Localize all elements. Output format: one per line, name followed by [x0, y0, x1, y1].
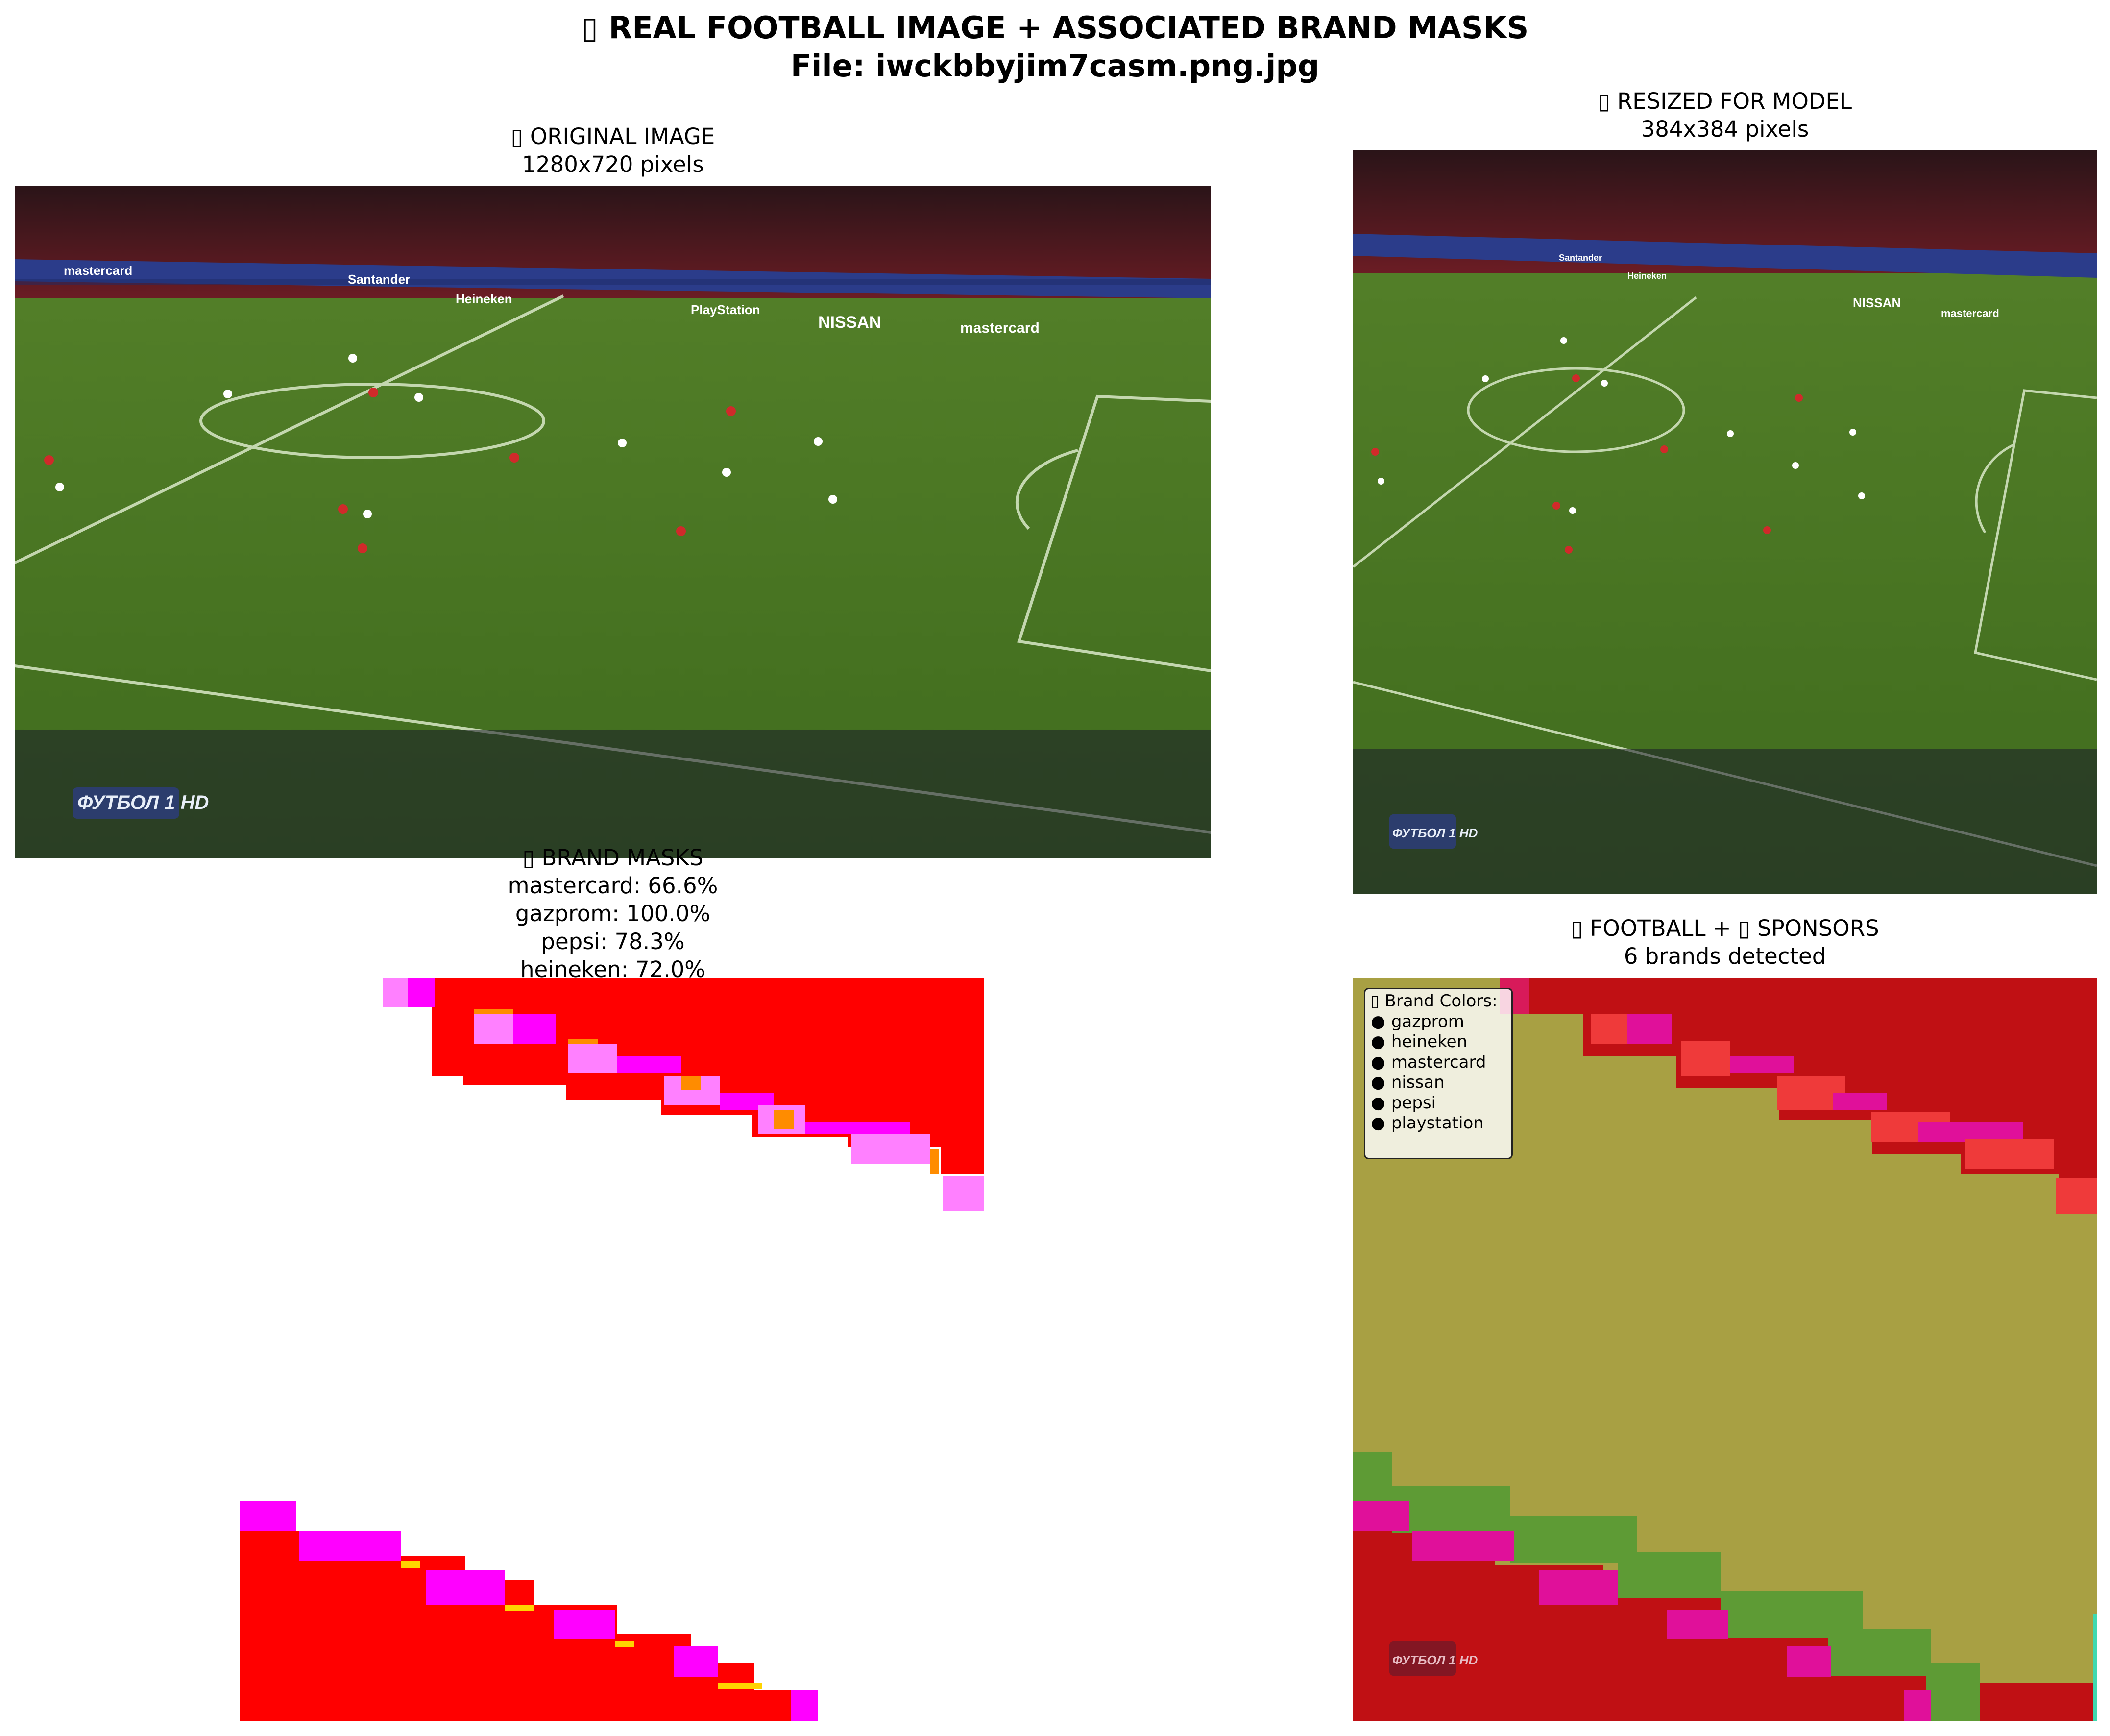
legend-label: gazprom — [1391, 1011, 1464, 1031]
sponsor-board-heineken: Heineken — [456, 292, 512, 306]
brand-mask-stat-mastercard: mastercard: 66.6% — [508, 873, 718, 899]
resized-football-image: Santander Heineken NISSAN mastercard ФУТ… — [1353, 150, 2097, 894]
legend-item-pepsi: ● pepsi — [1370, 1093, 1506, 1114]
legend-item-gazprom: ● gazprom — [1370, 1012, 1506, 1032]
sponsor-board-mastercard-right: mastercard — [960, 320, 1040, 336]
legend-label: nissan — [1391, 1073, 1445, 1092]
football-sponsor-overlay-image: ФУТБОЛ 1 HD — [1353, 978, 2097, 1721]
brand-mask-stat-gazprom: gazprom: 100.0% — [515, 901, 711, 927]
legend-item-mastercard: ● mastercard — [1370, 1052, 1506, 1073]
original-image-subtitle: 1280x720 pixels — [522, 151, 704, 177]
brand-mask-stat-pepsi: pepsi: 78.3% — [541, 929, 685, 954]
sponsor-board-nissan: NISSAN — [818, 313, 881, 332]
sponsor-board-playstation: PlayStation — [691, 302, 760, 317]
resized-sponsor-mastercard: mastercard — [1941, 307, 1999, 319]
legend-label: mastercard — [1391, 1052, 1486, 1072]
legend-bullet-icon: ● — [1371, 1093, 1385, 1113]
legend-bullet-icon: ● — [1371, 1032, 1385, 1051]
overlay-top-region — [1500, 978, 2097, 1214]
bottom-brand-mask-region — [240, 1501, 818, 1721]
figure-subtitle: File: iwckbbyjim7casm.png.jpg — [790, 48, 1320, 84]
brand-colors-legend: ▯ Brand Colors: ● gazprom ● heineken ● m… — [1364, 988, 1513, 1159]
overlay-subtitle: 6 brands detected — [1624, 943, 1826, 969]
legend-title: ▯ Brand Colors: — [1370, 991, 1498, 1011]
legend-bullet-icon: ● — [1371, 1052, 1385, 1072]
resized-sponsor-nissan: NISSAN — [1853, 295, 1901, 310]
resized-sponsor-santander: Santander — [1559, 253, 1602, 263]
legend-bullet-icon: ● — [1371, 1011, 1385, 1031]
sponsor-board-santander: Santander — [348, 272, 410, 287]
legend-item-heineken: ● heineken — [1370, 1032, 1506, 1052]
legend-item-playstation: ● playstation — [1370, 1113, 1506, 1134]
original-image-title: ▯ ORIGINAL IMAGE — [510, 123, 715, 149]
brand-masks-image — [240, 978, 984, 1721]
broadcaster-logo-overlay: ФУТБОЛ 1 HD — [1392, 1653, 1478, 1667]
overlay-title: ▯ FOOTBALL + ▯ SPONSORS — [1571, 915, 1879, 941]
broadcaster-logo-original: ФУТБОЛ 1 HD — [77, 792, 209, 813]
top-brand-mask-region — [383, 978, 984, 1211]
legend-label: pepsi — [1391, 1093, 1436, 1113]
sponsor-board-mastercard-left: mastercard — [64, 263, 132, 278]
overlay-bottom-region — [1353, 1452, 2097, 1721]
legend-item-nissan: ● nissan — [1370, 1073, 1506, 1093]
brand-masks-title: ▯ BRAND MASKS — [522, 845, 703, 871]
legend-bullet-icon: ● — [1371, 1113, 1385, 1133]
resized-sponsor-heineken: Heineken — [1627, 271, 1667, 281]
original-football-image: mastercard Santander Heineken PlayStatio… — [15, 186, 1211, 858]
legend-label: playstation — [1391, 1113, 1484, 1133]
legend-label: heineken — [1391, 1032, 1468, 1051]
sponsor-board-texts: mastercard Santander Heineken PlayStatio… — [64, 263, 1040, 336]
broadcaster-logo-resized: ФУТБОЛ 1 HD — [1392, 826, 1478, 840]
legend-bullet-icon: ● — [1371, 1073, 1385, 1092]
resized-image-subtitle: 384x384 pixels — [1641, 116, 1809, 142]
figure-title: ▯ REAL FOOTBALL IMAGE + ASSOCIATED BRAND… — [581, 10, 1529, 46]
resized-image-title: ▯ RESIZED FOR MODEL — [1598, 88, 1852, 114]
